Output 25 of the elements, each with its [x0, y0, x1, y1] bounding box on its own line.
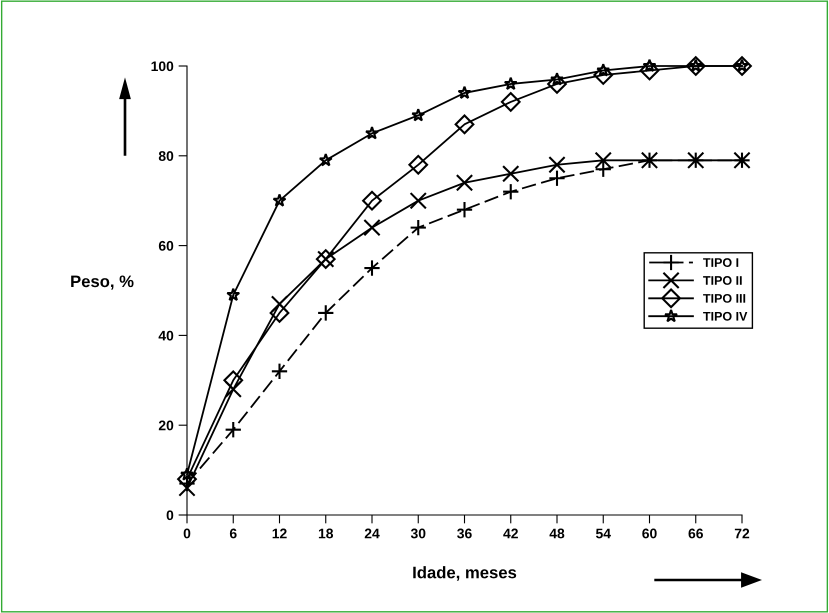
- x-tick-label: 72: [734, 528, 750, 538]
- legend-label: TIPO III: [703, 294, 746, 303]
- y-tick-label: 80: [158, 151, 174, 161]
- y-tick-label: 60: [158, 240, 174, 251]
- y-axis-title: Peso, %: [71, 275, 134, 290]
- x-tick-label: 30: [410, 528, 426, 538]
- legend-label: TIPO IV: [703, 312, 748, 321]
- x-tick-label: 18: [318, 528, 334, 538]
- x-tick-label: 0: [184, 528, 190, 538]
- x-tick-label: 36: [457, 528, 472, 538]
- x-tick-label: 6: [230, 528, 237, 538]
- y-tick-label: 0: [166, 510, 174, 520]
- y-tick-label: 20: [158, 420, 174, 430]
- x-axis-title: Idade, meses: [413, 566, 516, 581]
- legend-label: TIPO I: [703, 258, 738, 267]
- y-tick-label: 40: [158, 330, 174, 341]
- x-tick-label: 66: [688, 528, 703, 538]
- x-tick-label: 12: [272, 528, 287, 538]
- x-tick-label: 48: [549, 528, 564, 538]
- legend-label: TIPO II: [703, 276, 742, 285]
- x-tick-label: 24: [364, 528, 380, 538]
- x-tick-label: 42: [503, 528, 518, 538]
- x-tick-label: 60: [642, 528, 657, 538]
- y-tick-label: 100: [152, 61, 174, 72]
- x-tick-label: 54: [596, 528, 611, 538]
